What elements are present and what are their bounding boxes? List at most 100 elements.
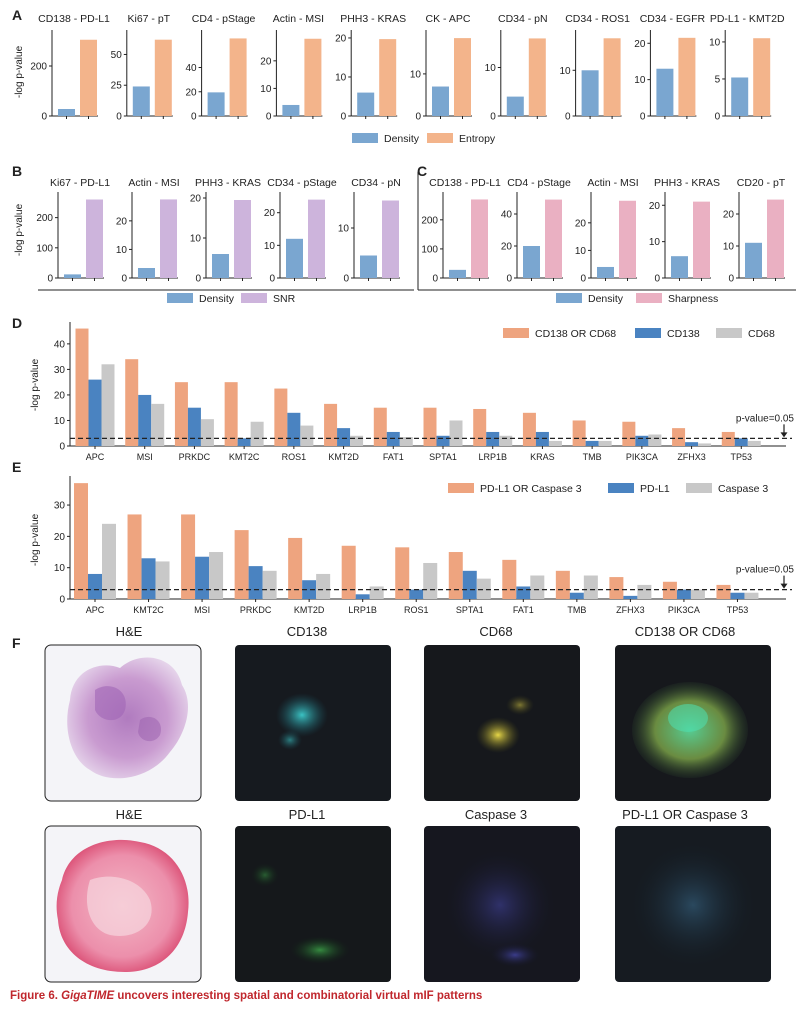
legend-a-entropy-label: Entropy xyxy=(459,133,496,145)
panel-e-y-tick-label: 30 xyxy=(54,501,66,512)
legend-e-caspase-label: Caspase 3 xyxy=(718,483,768,495)
panel-c-subplot-title: Actin - MSI xyxy=(587,177,638,189)
ylabel-d: -log p-value xyxy=(30,358,41,411)
panel-a-bar-other xyxy=(304,38,322,116)
panel-e-bar-zfhx3-s3 xyxy=(637,584,652,599)
legend-b-snr-swatch xyxy=(241,293,267,303)
panel-c-bar-other xyxy=(471,199,488,278)
panel-e-bar-msi-s1 xyxy=(181,514,196,599)
panel-a-bar-density xyxy=(207,92,225,116)
panel-d-bar-prkdc-s2 xyxy=(187,407,201,446)
panel-a-y-tick-label: 20 xyxy=(634,39,646,50)
panel-a-bar-other xyxy=(528,38,546,117)
legend-e-pdl1-label: PD-L1 xyxy=(640,483,670,495)
panel-c-bar-other xyxy=(693,201,710,278)
panel-d-bar-tp53-s1 xyxy=(721,431,735,446)
panel-label-f: F xyxy=(12,635,21,651)
legend-a-density-swatch xyxy=(352,133,378,143)
panel-a-y-tick-label: 10 xyxy=(634,75,646,86)
panel-d-bar-kras-s3 xyxy=(548,440,562,446)
panel-a-y-tick-label: 50 xyxy=(111,50,123,61)
panel-a-subplot-6: CK - APC 0 10 xyxy=(410,13,472,123)
f-title-pdl1-or-caspase3: PD-L1 OR Caspase 3 xyxy=(622,807,748,822)
legend-c-sharpness-label: Sharpness xyxy=(668,293,718,305)
legend-e: PD-L1 OR Caspase 3 PD-L1 Caspase 3 xyxy=(448,483,768,495)
legend-b: Density SNR xyxy=(38,289,414,305)
panel-b-subplot-title: CD34 - pN xyxy=(351,177,401,189)
panel-a-y-tick-label: 0 xyxy=(191,112,197,123)
panel-e-x-tick-label: TP53 xyxy=(727,605,749,615)
panel-c-subplot-title: CD138 - PD-L1 xyxy=(429,177,501,189)
panel-a-bar-density xyxy=(506,96,524,116)
legend-c-density-label: Density xyxy=(588,293,624,305)
panel-d-y-tick-label: 30 xyxy=(54,365,66,376)
panel-e-x-tick-label: PIK3CA xyxy=(668,605,700,615)
panel-b-y-tick-label: 100 xyxy=(36,243,53,254)
panel-a-subplot-title: CK - APC xyxy=(426,13,471,25)
panel-e-y-tick-label: 0 xyxy=(59,595,65,606)
panel-a-y-tick-label: 0 xyxy=(341,112,347,123)
panel-c-y-tick-label: 0 xyxy=(506,274,512,285)
panel-b-y-tick-label: 10 xyxy=(338,224,350,235)
panel-a-subplot-7: CD34 - pN 0 10 xyxy=(485,13,548,123)
panel-b-bar-density xyxy=(286,238,303,278)
panel-c-subplot-2: CD4 - pStage 0 20 40 xyxy=(501,177,571,285)
panel-d-bar-msi-s1 xyxy=(125,359,139,446)
legend-e-or-swatch xyxy=(448,483,474,493)
he-image-2 xyxy=(44,825,202,983)
panel-b-subplot-title: Actin - MSI xyxy=(128,177,179,189)
panel-a-subplot-title: CD34 - pN xyxy=(498,13,548,25)
panel-e-threshold-label: p-value=0.05 xyxy=(736,565,795,576)
cd138-or-cd68-image xyxy=(615,645,771,801)
panel-d-x-tick-label: PRKDC xyxy=(179,452,211,462)
panel-label-d: D xyxy=(12,315,22,331)
panel-c-bar-other xyxy=(767,199,784,278)
panel-label-b: B xyxy=(12,163,22,179)
ylabel-e: -log p-value xyxy=(30,513,41,566)
panel-e-bar-prkdc-s3 xyxy=(262,570,277,599)
panel-a-subplot-title: PD-L1 - KMT2D xyxy=(710,13,785,25)
panel-c-y-tick-label: 200 xyxy=(421,215,438,226)
caption-prefix: Figure 6. xyxy=(10,990,62,1002)
panel-d-x-tick-label: ROS1 xyxy=(282,452,307,462)
panel-d-bar-kmt2d-s2 xyxy=(337,428,351,446)
panel-c-y-tick-label: 0 xyxy=(728,274,734,285)
panel-e-x-tick-label: PRKDC xyxy=(240,605,272,615)
panel-d-bar-spta1-s1 xyxy=(423,407,437,446)
legend-b-snr-label: SNR xyxy=(273,293,296,305)
panel-d-x-tick-label: FAT1 xyxy=(383,452,404,462)
panel-d-y-tick-label: 20 xyxy=(54,390,66,401)
panel-a-y-tick-label: 10 xyxy=(410,69,422,80)
panel-c-bar-density xyxy=(523,246,540,278)
panel-a-subplot-title: CD138 - PD-L1 xyxy=(38,13,110,25)
panel-f-titles: H&E CD138 CD68 CD138 OR CD68 H&E PD-L1 C… xyxy=(116,624,748,822)
panel-e-x-tick-label: ZFHX3 xyxy=(616,605,645,615)
panel-a-bar-other xyxy=(229,38,247,117)
panel-d-x-tick-label: TP53 xyxy=(731,452,753,462)
panel-d-bar-fat1-s3 xyxy=(399,437,413,446)
panel-a-bar-density xyxy=(581,70,599,116)
panel-a-subplot-10: PD-L1 - KMT2D 0 5 10 xyxy=(709,13,785,123)
panel-b-bar-other xyxy=(86,199,103,278)
panel-a-bar-other xyxy=(80,39,97,116)
panel-d-x-tick-label: KRAS xyxy=(530,452,555,462)
panel-b-subplot-5: CD34 - pN 0 10 xyxy=(338,177,401,285)
panel-a-bar-density xyxy=(731,77,749,116)
panel-d-bar-tmb-s1 xyxy=(572,420,586,446)
panel-e-bar-pik3ca-s2 xyxy=(676,589,691,599)
panel-a-y-tick-label: 0 xyxy=(565,112,571,123)
panel-a-subplot-9: CD34 - EGFR 0 10 20 xyxy=(634,13,705,123)
panel-e-bar-zfhx3-s2 xyxy=(623,595,638,599)
panel-b-y-tick-label: 0 xyxy=(121,274,127,285)
panel-b-y-tick-label: 0 xyxy=(269,274,275,285)
panel-c-subplot-title: PHH3 - KRAS xyxy=(654,177,720,189)
panel-e-bar-kmt2d-s3 xyxy=(316,573,331,599)
panel-a-subplot-4: Actin - MSI 0 10 20 xyxy=(260,13,324,123)
panel-e-x-tick-label: FAT1 xyxy=(513,605,534,615)
panel-d-bar-kras-s1 xyxy=(522,412,536,446)
panel-label-e: E xyxy=(12,459,21,475)
panel-d-x-tick-label: PIK3CA xyxy=(626,452,658,462)
panel-e-bar-pik3ca-s3 xyxy=(690,589,705,599)
panel-a-bar-density xyxy=(357,92,375,116)
panel-c-subplot-5: CD20 - pT 0 10 20 xyxy=(723,177,786,285)
